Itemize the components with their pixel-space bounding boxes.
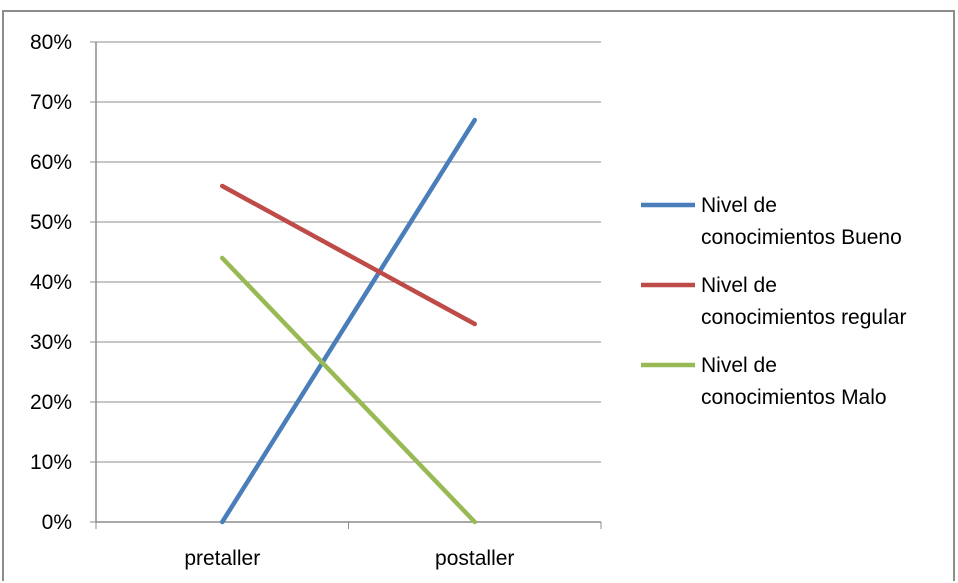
- legend-label: conocimientos Bueno: [701, 226, 902, 249]
- legend-label: Nivel de: [701, 274, 777, 297]
- y-tick-label: 40%: [30, 271, 72, 294]
- legend-label: conocimientos regular: [701, 306, 906, 329]
- legend-label: conocimientos Malo: [701, 386, 887, 409]
- series-line-0: [220, 117, 477, 525]
- y-tick-label: 60%: [30, 151, 72, 174]
- y-tick-label: 0%: [42, 511, 72, 534]
- y-tick-label: 10%: [30, 451, 72, 474]
- legend-label: Nivel de: [701, 194, 777, 217]
- y-tick-label: 80%: [30, 31, 72, 54]
- series-lines: [220, 117, 477, 525]
- series-line-1: [220, 183, 477, 327]
- legend-label: Nivel de: [701, 354, 777, 377]
- y-tick-labels: 0% 10% 20% 30% 40% 50% 60% 70% 80%: [30, 31, 72, 534]
- y-tick-label: 50%: [30, 211, 72, 234]
- y-tick-label: 20%: [30, 391, 72, 414]
- x-tick-label: postaller: [435, 547, 514, 570]
- x-tick-label: pretaller: [184, 547, 260, 570]
- y-tick-label: 70%: [30, 91, 72, 114]
- y-tick-label: 30%: [30, 331, 72, 354]
- series-line-2: [220, 255, 477, 525]
- gridlines: [90, 41, 601, 523]
- legend: Nivel de conocimientos Bueno Nivel de conoc…: [641, 194, 906, 409]
- chart-frame: [2, 10, 955, 581]
- x-tick-labels: pretaller postaller: [95, 522, 602, 570]
